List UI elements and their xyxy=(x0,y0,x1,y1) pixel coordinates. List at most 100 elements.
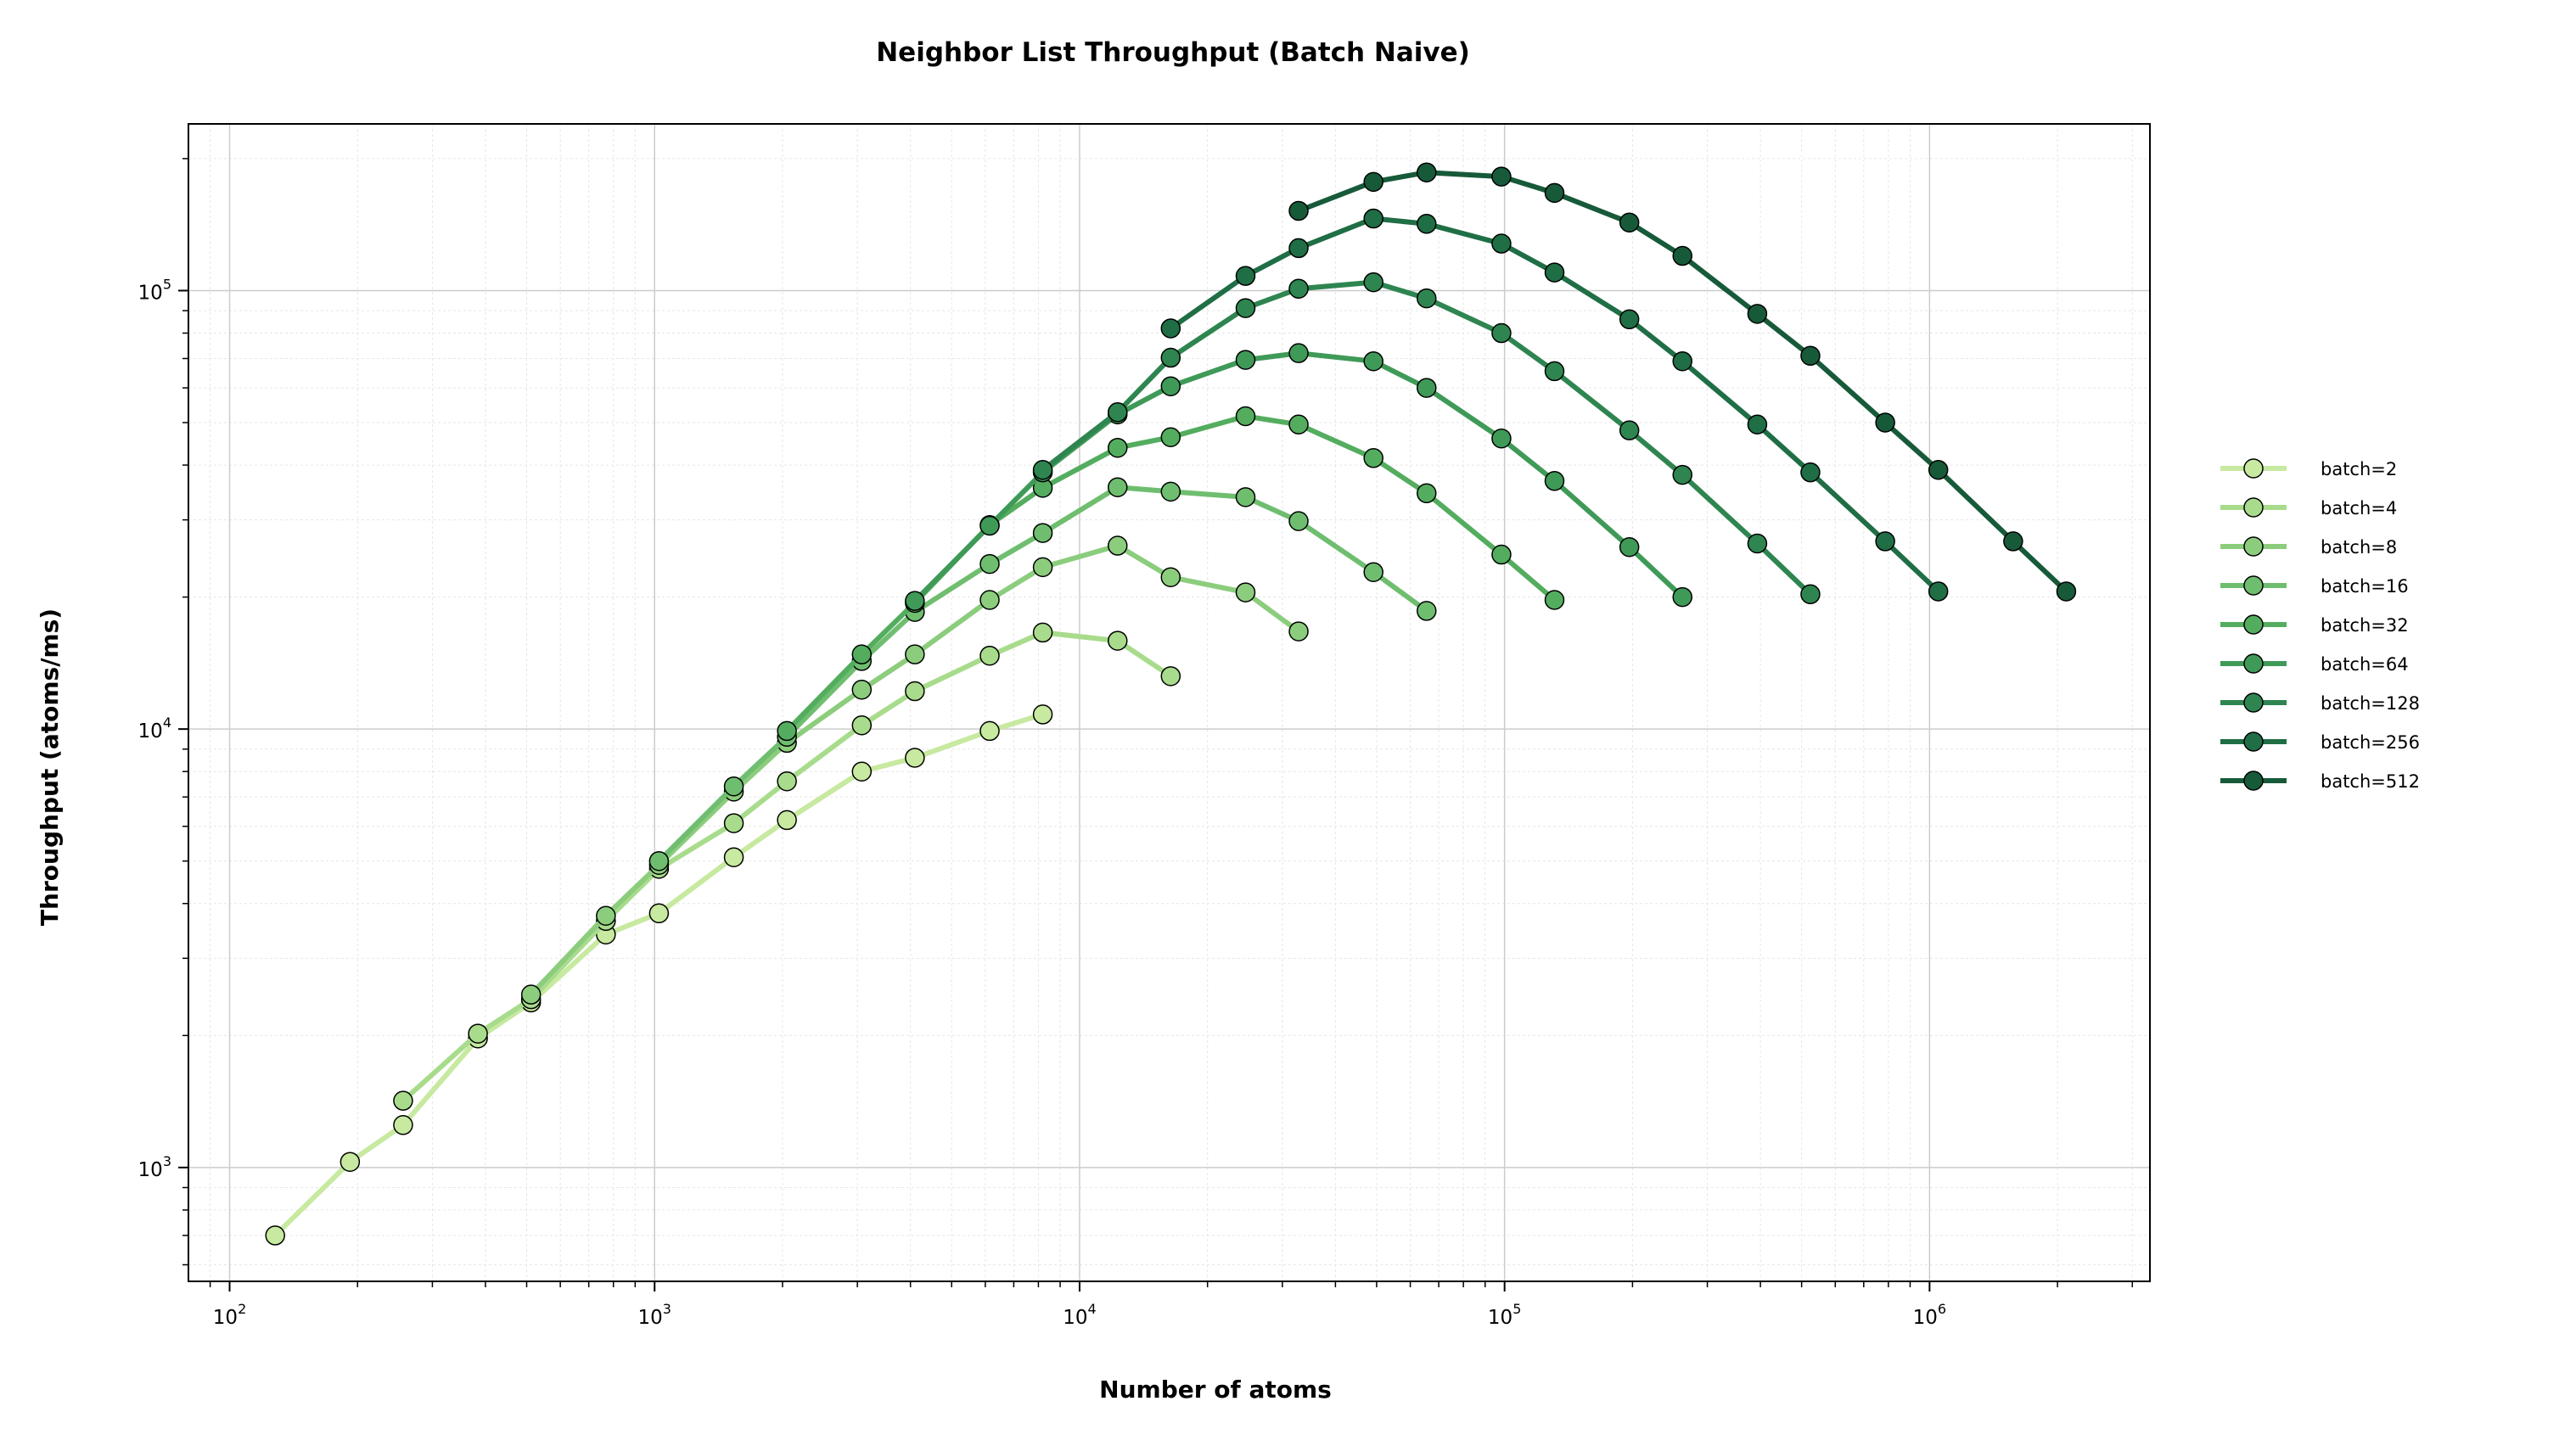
data-point xyxy=(1108,437,1128,458)
legend-label: batch=32 xyxy=(2321,615,2409,636)
data-point xyxy=(1288,278,1309,299)
data-point xyxy=(979,720,1000,742)
legend-item: batch=256 xyxy=(2220,731,2420,753)
x-tick-base: 10 xyxy=(1063,1307,1087,1329)
data-point xyxy=(905,681,925,702)
data-point xyxy=(2056,581,2077,602)
data-point xyxy=(648,903,670,924)
data-point xyxy=(1288,238,1309,259)
data-point xyxy=(723,776,744,797)
data-point xyxy=(1032,459,1053,480)
legend-item: batch=8 xyxy=(2220,536,2397,558)
data-point xyxy=(1800,345,1821,367)
data-point xyxy=(1160,376,1181,396)
data-point xyxy=(905,644,925,664)
data-point xyxy=(1491,544,1512,565)
data-point xyxy=(1108,402,1128,423)
x-tick-exponent: 4 xyxy=(1087,1301,1096,1317)
legend-label: batch=512 xyxy=(2321,771,2420,792)
data-point xyxy=(1544,471,1565,491)
series-batch-256 xyxy=(1160,208,1949,602)
data-point xyxy=(1544,590,1565,610)
data-point xyxy=(1363,448,1383,468)
data-point xyxy=(1235,487,1256,507)
legend-marker xyxy=(2243,614,2264,635)
legend-item: batch=128 xyxy=(2220,692,2420,714)
data-point xyxy=(777,720,797,742)
data-point xyxy=(340,1152,361,1172)
data-point xyxy=(1875,531,1895,552)
legend-label: batch=64 xyxy=(2321,654,2409,675)
data-point xyxy=(1160,481,1181,502)
data-point xyxy=(1288,200,1309,221)
data-point xyxy=(393,1115,413,1135)
data-point xyxy=(1619,420,1640,440)
data-point xyxy=(1032,704,1053,725)
data-point xyxy=(979,515,1000,536)
data-point xyxy=(1747,414,1768,435)
data-point xyxy=(1800,462,1821,483)
data-point xyxy=(1672,350,1692,372)
data-point xyxy=(777,771,797,792)
data-point xyxy=(468,1023,488,1044)
data-point xyxy=(851,679,873,700)
y-tick-base: 10 xyxy=(138,282,163,304)
x-tick-label: 105 xyxy=(1488,1301,1521,1329)
data-point xyxy=(1747,304,1768,324)
data-point xyxy=(1363,208,1383,229)
data-point xyxy=(1108,630,1128,651)
data-point xyxy=(2003,531,2023,552)
x-tick-label: 103 xyxy=(638,1301,671,1329)
data-point xyxy=(265,1225,285,1246)
x-tick-label: 106 xyxy=(1913,1301,1946,1329)
series-layer xyxy=(265,162,2077,1246)
data-point xyxy=(1619,212,1640,233)
data-point xyxy=(1108,535,1128,556)
data-point xyxy=(1417,483,1437,504)
data-point xyxy=(1363,171,1383,193)
legend-label: batch=4 xyxy=(2321,498,2397,518)
data-point xyxy=(723,813,744,833)
data-point xyxy=(1288,621,1309,642)
data-point xyxy=(648,850,670,871)
data-point xyxy=(596,905,616,926)
x-tick-base: 10 xyxy=(213,1307,238,1329)
legend-marker xyxy=(2243,653,2264,674)
data-point xyxy=(1619,536,1640,558)
data-point xyxy=(1491,166,1512,187)
legend-marker xyxy=(2243,575,2264,596)
legend-marker xyxy=(2243,731,2264,752)
data-point xyxy=(1619,309,1640,330)
legend-item: batch=64 xyxy=(2220,653,2409,675)
data-point xyxy=(851,644,873,664)
data-point xyxy=(1288,343,1309,363)
y-tick-label: 104 xyxy=(138,714,171,743)
data-point xyxy=(979,645,1000,666)
y-tick-label: 103 xyxy=(138,1153,171,1181)
data-point xyxy=(1491,428,1512,449)
x-tick-label: 104 xyxy=(1063,1301,1096,1329)
x-tick-label: 102 xyxy=(213,1301,246,1329)
data-point xyxy=(1417,601,1437,621)
data-point xyxy=(1160,318,1181,339)
data-point xyxy=(1544,361,1565,382)
legend: batch=2 batch=4 batch=8 batch=16 batch=32 bat… xyxy=(2220,458,2420,792)
data-point xyxy=(1672,464,1692,485)
data-point xyxy=(1800,584,1821,605)
data-point xyxy=(1491,233,1512,254)
y-tick-exponent: 4 xyxy=(163,714,171,731)
data-point xyxy=(1235,298,1256,318)
chart-title: Neighbor List Throughput (Batch Naive) xyxy=(876,37,1470,68)
legend-label: batch=128 xyxy=(2321,693,2420,714)
x-tick-exponent: 5 xyxy=(1512,1301,1521,1317)
data-point xyxy=(1235,350,1256,370)
series-batch-128 xyxy=(1032,272,1821,605)
data-point xyxy=(520,984,542,1005)
data-point xyxy=(723,847,744,867)
legend-item: batch=512 xyxy=(2220,771,2420,792)
legend-item: batch=32 xyxy=(2220,614,2409,636)
data-point xyxy=(1032,523,1053,543)
data-point xyxy=(905,591,925,611)
data-point xyxy=(1160,567,1181,587)
legend-marker xyxy=(2243,771,2264,791)
